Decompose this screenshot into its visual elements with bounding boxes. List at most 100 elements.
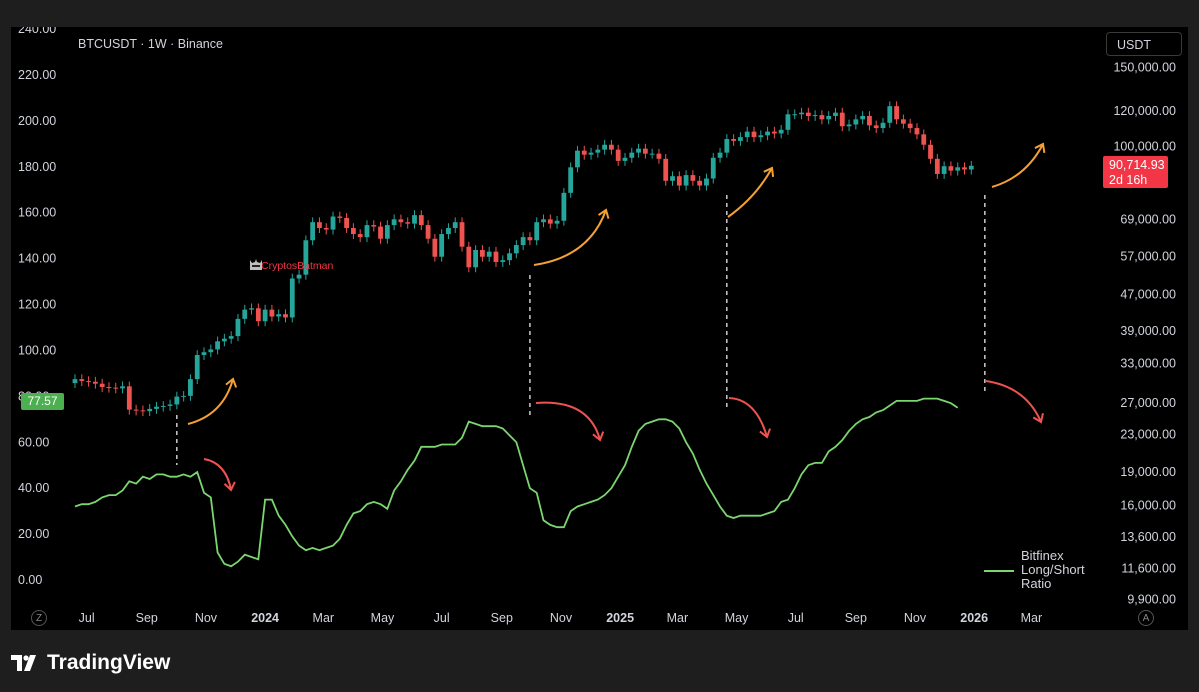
candle-body bbox=[86, 381, 91, 383]
candle-body bbox=[337, 216, 343, 218]
bullish-arrow-head bbox=[597, 208, 610, 219]
candle-body bbox=[792, 114, 798, 116]
candle-body bbox=[221, 338, 227, 342]
candle-body bbox=[894, 106, 899, 120]
right-axis-tick: 150,000.00 bbox=[1113, 60, 1176, 74]
candle-body bbox=[615, 149, 621, 161]
candle-body bbox=[507, 253, 512, 261]
bullish-arrow-head bbox=[1034, 142, 1046, 154]
candle-body bbox=[799, 112, 804, 115]
bearish-arrow bbox=[985, 380, 1042, 423]
candle-body bbox=[425, 225, 431, 239]
symbol-label: BTCUSDT · 1W · Binance bbox=[78, 37, 223, 51]
candle-body bbox=[805, 112, 811, 116]
candle-body bbox=[255, 308, 261, 322]
candle-body bbox=[99, 383, 105, 387]
candle-body bbox=[174, 396, 180, 405]
candle-body bbox=[466, 246, 472, 268]
candle-body bbox=[853, 119, 859, 125]
candle-body bbox=[846, 124, 852, 127]
chart-canvas[interactable]: 240.00 220.00 200.00 180.00 160.00 140.00 120.… bbox=[11, 27, 1188, 630]
candle-body bbox=[323, 228, 329, 230]
candle-body bbox=[147, 408, 153, 412]
candle-body bbox=[765, 131, 770, 136]
auto-scale-button[interactable]: A bbox=[1138, 610, 1154, 626]
candle-body bbox=[771, 131, 777, 134]
candle-body bbox=[276, 314, 282, 317]
right-axis-tick: 57,000.00 bbox=[1120, 250, 1176, 264]
candle-body bbox=[656, 153, 662, 159]
candle-body bbox=[350, 228, 356, 235]
candle-body bbox=[968, 165, 974, 170]
bearish-arrow-head bbox=[1032, 413, 1044, 424]
candle-body bbox=[785, 114, 791, 130]
time-axis-tick: Sep bbox=[136, 611, 158, 625]
bearish-arrow-head bbox=[759, 428, 771, 439]
candle-body bbox=[459, 222, 465, 247]
right-axis-tick: 19,000.00 bbox=[1120, 465, 1176, 479]
candle-body bbox=[208, 349, 214, 353]
candle-body bbox=[941, 166, 947, 174]
bearish-arrow-head bbox=[223, 481, 236, 492]
time-axis-tick: Mar bbox=[1021, 611, 1043, 625]
candle-body bbox=[126, 386, 132, 410]
brand-name: TradingView bbox=[47, 651, 171, 674]
candle-body bbox=[92, 381, 98, 384]
time-axis-tick: Jul bbox=[79, 611, 95, 625]
candle-body bbox=[418, 215, 424, 226]
last-price: 90,714.93 bbox=[1109, 158, 1165, 172]
candle-body bbox=[269, 309, 275, 317]
candle-body bbox=[310, 222, 316, 241]
candle-body bbox=[303, 240, 309, 275]
candle-body bbox=[262, 309, 268, 322]
candle-body bbox=[609, 144, 614, 150]
right-axis-tick: 33,000.00 bbox=[1120, 357, 1176, 371]
candle-body bbox=[357, 234, 363, 238]
candle-body bbox=[201, 352, 207, 356]
candle-body bbox=[72, 379, 78, 384]
currency-unit-button[interactable]: USDT bbox=[1106, 32, 1182, 56]
candle-body bbox=[581, 150, 587, 155]
candle-body bbox=[717, 152, 723, 158]
candle-body bbox=[812, 115, 818, 117]
time-axis-tick: Mar bbox=[667, 611, 689, 625]
candle-body bbox=[554, 220, 560, 224]
candle-body bbox=[79, 379, 85, 382]
left-axis-tick: 100.00 bbox=[18, 343, 56, 357]
left-axis-tick: 200.00 bbox=[18, 114, 56, 128]
candle-body bbox=[900, 119, 906, 124]
candle-body bbox=[181, 395, 187, 397]
candle-body bbox=[622, 157, 628, 161]
candle-body bbox=[534, 222, 540, 241]
candle-body bbox=[493, 251, 499, 262]
left-axis-tick: 40.00 bbox=[18, 481, 49, 495]
left-axis-tick: 220.00 bbox=[18, 68, 56, 82]
tradingview-logo[interactable]: TradingView bbox=[11, 650, 170, 676]
candle-body bbox=[826, 115, 832, 120]
candle-body bbox=[452, 222, 458, 229]
left-axis-tick: 160.00 bbox=[18, 206, 56, 220]
chart-frame[interactable]: 240.00 220.00 200.00 180.00 160.00 140.00 120.… bbox=[11, 27, 1188, 630]
author-watermark: CryptosBatman bbox=[250, 259, 333, 272]
time-axis-tick: 2024 bbox=[251, 611, 279, 625]
bullish-arrow-head bbox=[763, 166, 775, 178]
candle-body bbox=[527, 237, 533, 241]
right-axis-tick: 47,000.00 bbox=[1120, 287, 1176, 301]
candle-body bbox=[575, 150, 580, 168]
right-axis-tick: 69,000.00 bbox=[1120, 212, 1176, 226]
candle-body bbox=[242, 309, 248, 319]
tradingview-logo-icon bbox=[11, 655, 36, 671]
candle-body bbox=[398, 219, 404, 223]
candle-body bbox=[194, 355, 200, 380]
right-axis-tick: 13,600.00 bbox=[1120, 530, 1176, 544]
bearish-arrow bbox=[728, 397, 768, 438]
left-axis-tick: 0.00 bbox=[18, 573, 42, 587]
candle-body bbox=[364, 225, 370, 238]
candle-body bbox=[235, 318, 241, 337]
right-axis-tick: 16,000.00 bbox=[1120, 498, 1176, 512]
candle-body bbox=[778, 129, 784, 134]
candle-body bbox=[724, 139, 730, 153]
candle-body bbox=[378, 226, 383, 239]
left-axis-tick: 60.00 bbox=[18, 435, 49, 449]
zoom-toggle-button[interactable]: Z bbox=[31, 610, 47, 626]
